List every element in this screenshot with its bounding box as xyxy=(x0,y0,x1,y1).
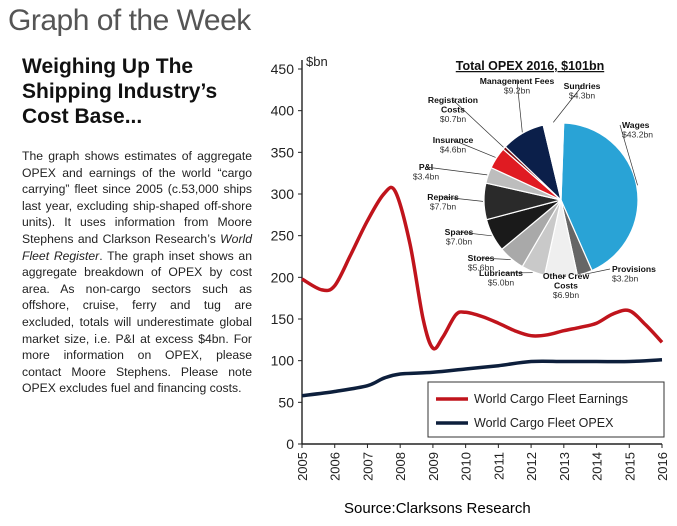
y-tick-label: 200 xyxy=(271,269,295,285)
y-tick-label: 400 xyxy=(271,103,295,119)
pie-label-value: $4.6bn xyxy=(440,145,467,155)
pie-label-value: $3.2bn xyxy=(612,274,639,284)
y-tick-label: 450 xyxy=(271,61,295,77)
pie-leader-line xyxy=(560,275,567,279)
pie-label-value: $43.2bn xyxy=(622,130,653,140)
source-note: Source:Clarksons Research xyxy=(344,500,531,517)
pie-leader-line xyxy=(516,80,523,133)
y-tick-label: 250 xyxy=(271,228,295,244)
legend: World Cargo Fleet Earnings World Cargo F… xyxy=(427,381,665,438)
pie-label-name: Provisions xyxy=(612,264,656,274)
pie-label-value: $7.0bn xyxy=(446,237,473,247)
pie-label-value: $3.4bn xyxy=(413,172,440,182)
y-tick-label: 300 xyxy=(271,186,295,202)
x-tick-label: 2008 xyxy=(393,452,408,481)
legend-box xyxy=(427,381,665,438)
pie-label-name: Sundries xyxy=(564,81,601,91)
y-tick-label: 150 xyxy=(271,311,295,327)
x-tick-label: 2005 xyxy=(295,452,310,481)
body-text: The graph shows estimates of aggregate O… xyxy=(22,148,252,397)
y-tick-labels: 0 50 100 150 200 250 300 350 400 450 xyxy=(271,61,302,452)
legend-label-earnings: World Cargo Fleet Earnings xyxy=(474,392,628,406)
pie-label-name: Other Crew xyxy=(543,271,590,281)
y-axis-unit-label: $bn xyxy=(306,54,328,69)
x-tick-label: 2010 xyxy=(459,452,474,481)
y-tick-label: 100 xyxy=(271,353,295,369)
x-tick-label: 2013 xyxy=(557,452,572,481)
x-tick-label: 2006 xyxy=(328,452,343,481)
pie-label-value: $5.6bn xyxy=(468,263,495,273)
pie-label-value: $4.3bn xyxy=(569,91,596,101)
pie-slices xyxy=(483,122,639,278)
pie-title: Total OPEX 2016, $101bn xyxy=(456,59,604,73)
pie-leader-line xyxy=(585,268,611,275)
x-tick-label: 2015 xyxy=(622,452,637,481)
page-title: Graph of the Week xyxy=(8,4,251,37)
x-tick-labels: 2005 2006 2007 2008 2009 2010 2011 2012 2013 2014… xyxy=(295,444,670,481)
pie-label-value: $6.9bn xyxy=(553,290,580,300)
legend-label-opex: World Cargo Fleet OPEX xyxy=(474,416,614,430)
pie-leader-line xyxy=(553,85,583,123)
body-text-part-2: . The graph inset shows an aggregate bre… xyxy=(22,248,252,396)
x-tick-label: 2007 xyxy=(360,452,375,481)
pie-leader-line xyxy=(458,231,492,237)
pie-leader-line xyxy=(452,99,504,148)
pie-leader-line xyxy=(442,196,484,202)
pie-leader-line xyxy=(452,139,496,158)
pie-label-name: Costs xyxy=(441,105,465,115)
y-tick-label: 0 xyxy=(286,436,294,452)
headline: Weighing Up The Shipping Industry’s Cost… xyxy=(22,55,218,128)
series-line-earnings xyxy=(301,185,664,351)
pie-label-name: Wages xyxy=(622,120,650,130)
pie-leader-line xyxy=(425,166,488,176)
pie-leader-line xyxy=(619,124,638,186)
x-tick-label: 2012 xyxy=(524,452,539,481)
body-text-emphasis: World Fleet Register xyxy=(22,231,252,263)
pie-label-name: Costs xyxy=(554,281,578,291)
opex-earnings-chart: $bn 0 50 100 150 200 250 300 350 400 450 2005 2006… xyxy=(271,54,670,481)
y-tick-label: 50 xyxy=(278,394,294,410)
body-text-part-1: The graph shows estimates of aggregate O… xyxy=(22,149,252,246)
x-tick-label: 2011 xyxy=(491,452,506,480)
x-tick-label: 2016 xyxy=(655,452,670,481)
series-lines xyxy=(301,185,664,398)
pie-slice xyxy=(560,122,639,272)
series-line-opex xyxy=(301,358,663,398)
pie-label-value: $7.7bn xyxy=(430,202,457,212)
pie-label-value: $0.7bn xyxy=(440,114,467,124)
pie-slice xyxy=(542,122,565,201)
pie-label-value: $9.2bn xyxy=(504,86,531,96)
y-tick-label: 350 xyxy=(271,144,295,160)
pie-label-value: $5.0bn xyxy=(488,278,515,288)
x-tick-label: 2014 xyxy=(590,452,605,481)
pie-leader-line xyxy=(480,257,511,260)
inset-pie-chart: Total OPEX 2016, $101bn Wages$43.2bn Prov… xyxy=(413,59,656,300)
x-tick-label: 2009 xyxy=(426,452,441,481)
